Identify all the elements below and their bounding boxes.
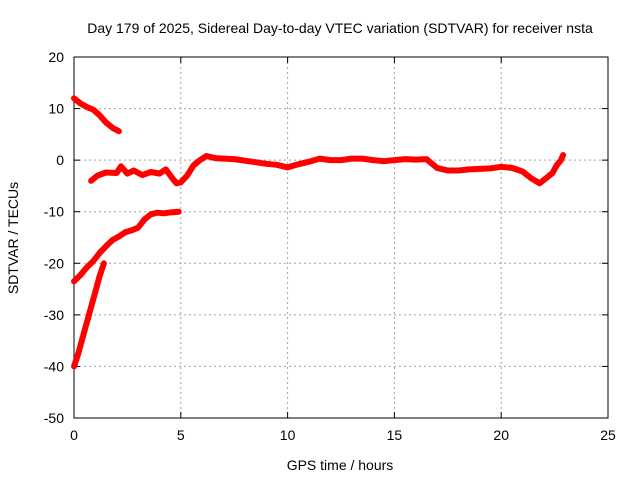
x-tick-label: 0 (70, 427, 78, 443)
x-tick-label: 15 (387, 427, 403, 443)
y-tick-label: 20 (48, 49, 64, 65)
series-arc-3 (71, 208, 182, 285)
y-tick-label: -40 (44, 358, 64, 374)
y-tick-label: -50 (44, 410, 64, 426)
x-axis-label: GPS time / hours (287, 457, 394, 473)
y-tick-label: 10 (48, 101, 64, 117)
grid-lines (74, 57, 608, 418)
x-tick-label: 25 (600, 427, 616, 443)
x-tick-label: 5 (177, 427, 185, 443)
y-tick-label: -30 (44, 307, 64, 323)
chart-title: Day 179 of 2025, Sidereal Day-to-day VTE… (87, 20, 593, 36)
y-tick-label: 0 (56, 152, 64, 168)
data-series (71, 95, 567, 370)
y-tick-label: -20 (44, 255, 64, 271)
series-arc-1 (71, 95, 122, 135)
x-tick-labels: 0 5 10 15 20 25 (70, 427, 616, 443)
axis-ticks (73, 56, 609, 419)
x-tick-label: 10 (280, 427, 296, 443)
y-axis-label: SDTVAR / TECUs (5, 182, 21, 294)
series-arc-4 (71, 260, 107, 370)
plot-frame (73, 56, 609, 419)
x-tick-label: 20 (493, 427, 509, 443)
series-arc-2 (88, 152, 567, 187)
y-tick-labels: -50 -40 -30 -20 -10 0 10 20 (44, 49, 64, 426)
y-tick-label: -10 (44, 204, 64, 220)
